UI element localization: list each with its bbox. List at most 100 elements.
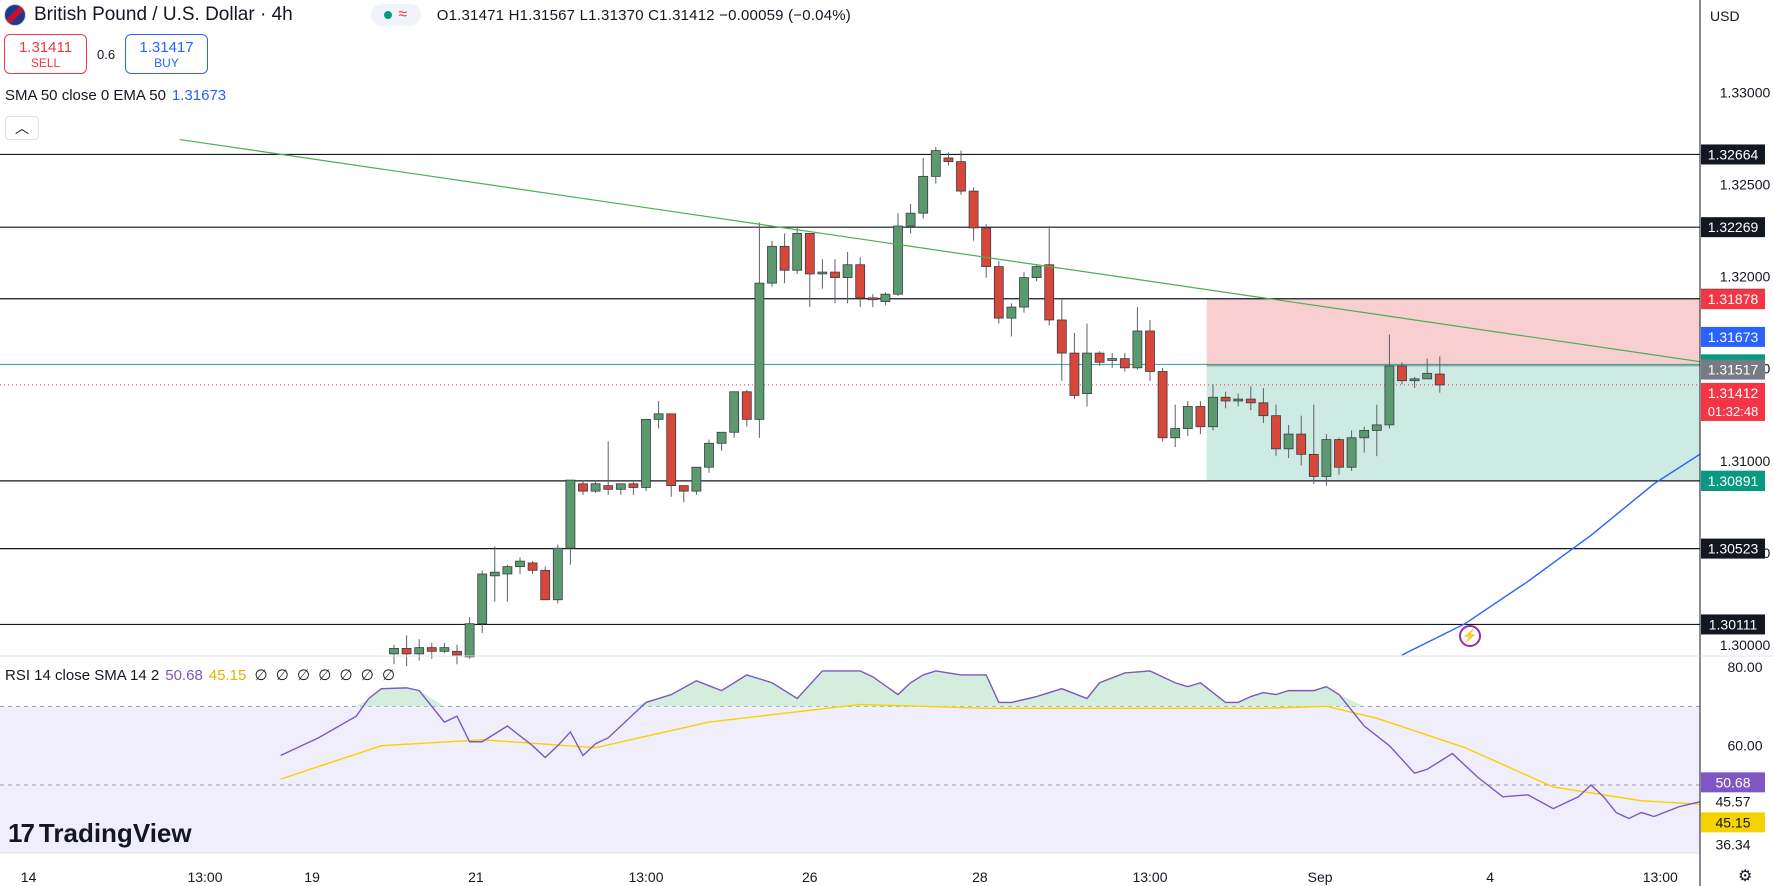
candle-body — [968, 190, 979, 229]
buy-label: BUY — [154, 55, 179, 70]
candle-body — [804, 233, 815, 275]
rsi-value-tag-text: 36.34 — [1715, 836, 1750, 852]
candle-body — [477, 573, 488, 625]
candle — [1220, 391, 1231, 409]
spread-value: 0.6 — [97, 47, 116, 62]
gear-icon[interactable]: ⚙ — [1738, 868, 1753, 885]
price-tag: 1.31517 — [1701, 359, 1765, 380]
candle — [1384, 334, 1395, 429]
rsi-legend-zero: ∅ — [382, 667, 396, 684]
price-tag-text: 1.31673 — [1708, 329, 1759, 345]
candle-body — [855, 264, 866, 299]
candle — [1170, 404, 1181, 447]
candle-body — [993, 266, 1004, 319]
x-tick-label: 14 — [21, 869, 37, 885]
candle — [1296, 415, 1307, 466]
candle-body — [540, 569, 551, 601]
rsi-legend-zero: ∅ — [275, 667, 289, 684]
rsi-legend-zero: ∅ — [360, 667, 374, 684]
candle-body — [981, 227, 992, 267]
candle — [741, 389, 752, 427]
candle-body — [1044, 264, 1055, 321]
candle-body — [1245, 398, 1256, 404]
collapse-legend-button[interactable]: ︿ — [5, 116, 39, 140]
x-tick-label: 28 — [972, 869, 988, 885]
candle — [489, 546, 500, 602]
candle-body — [905, 212, 916, 227]
market-status-pill[interactable]: ≈ — [370, 4, 421, 26]
candle-body — [515, 560, 525, 568]
price-tag: 1.31412 01:32:48 — [1701, 382, 1765, 421]
candle — [502, 564, 513, 602]
y-tick-label: 1.32500 — [1720, 177, 1771, 193]
candle — [754, 222, 765, 438]
candle-body — [464, 623, 475, 658]
candle-body — [1334, 439, 1344, 468]
x-tick-label: 26 — [802, 869, 818, 885]
lightning-icon[interactable]: ⚡ — [1459, 625, 1481, 647]
candle — [1359, 426, 1370, 453]
x-tick-label: 13:00 — [187, 869, 222, 885]
rsi-value-tag-text: 45.57 — [1715, 793, 1750, 809]
currency-selector[interactable]: USD — [1710, 8, 1740, 24]
candle — [842, 251, 853, 304]
candle-body — [1434, 373, 1445, 386]
candle — [880, 292, 891, 306]
candle-body — [1031, 266, 1042, 279]
symbol-title[interactable]: British Pound / U.S. Dollar · 4h — [34, 4, 293, 25]
tradingview-logo[interactable]: 17 TradingView — [8, 818, 192, 849]
sma-50-line — [1401, 417, 1773, 656]
price-tag-bg — [1701, 470, 1765, 491]
y-tick-label: 1.31000 — [1720, 453, 1771, 469]
candle-body — [1107, 358, 1118, 361]
level-price-tag-text: 1.30523 — [1708, 541, 1759, 557]
candle-body — [565, 479, 576, 549]
sell-price: 1.31411 — [18, 38, 73, 56]
rsi-legend[interactable]: RSI 14 close SMA 14 2 50.68 45.15 ∅ ∅ ∅ ∅ … — [5, 666, 395, 684]
candle — [905, 203, 916, 234]
price-tag: 1.30891 — [1701, 470, 1765, 491]
price-tag-bg — [1701, 289, 1765, 310]
price-tag-bg — [1701, 326, 1765, 347]
candle-body — [704, 442, 714, 468]
rsi-legend-sma-value: 45.15 — [208, 667, 247, 684]
candle-body — [1233, 398, 1244, 402]
candle-body — [389, 647, 399, 655]
buy-button[interactable]: 1.31417 BUY — [125, 34, 208, 74]
sma-legend[interactable]: SMA 50 close 0 EMA 50 1.31673 — [5, 87, 226, 104]
ohlc-values: O1.31471 H1.31567 L1.31370 C1.31412 −0.0… — [436, 6, 851, 24]
x-tick-label: 13:00 — [628, 869, 663, 885]
x-tick-label: 21 — [468, 869, 484, 885]
level-price-tag: 1.30111 — [1701, 614, 1765, 635]
rsi-value-tag-bg — [1701, 812, 1765, 833]
candle-body — [414, 647, 425, 655]
candle-body — [1145, 330, 1155, 372]
candle — [704, 439, 714, 473]
candle — [678, 485, 689, 503]
candle — [641, 418, 651, 492]
level-price-tag-text: 1.32269 — [1708, 219, 1759, 235]
candle-body — [1119, 358, 1130, 369]
x-tick-label: 13:00 — [1132, 869, 1167, 885]
candle — [565, 479, 576, 565]
candle — [477, 570, 488, 633]
rsi-legend-zero: ∅ — [339, 667, 353, 684]
stop-loss-zone — [1206, 299, 1700, 366]
candle — [1082, 323, 1092, 407]
level-price-tag-bg — [1701, 144, 1765, 165]
candle — [1422, 358, 1433, 380]
rsi-line — [280, 670, 1773, 824]
candle — [414, 639, 425, 661]
candle — [590, 481, 601, 493]
candle — [1195, 400, 1206, 435]
candle — [691, 466, 702, 495]
sell-button[interactable]: 1.31411 SELL — [4, 34, 87, 74]
tradingview-logo-icon: 17 — [8, 818, 35, 848]
candle — [993, 261, 1004, 324]
candle — [1145, 319, 1155, 381]
y-tick-label: 1.32000 — [1720, 269, 1771, 285]
candle — [716, 431, 727, 451]
candle — [1321, 434, 1332, 486]
candle-body — [1422, 372, 1433, 380]
